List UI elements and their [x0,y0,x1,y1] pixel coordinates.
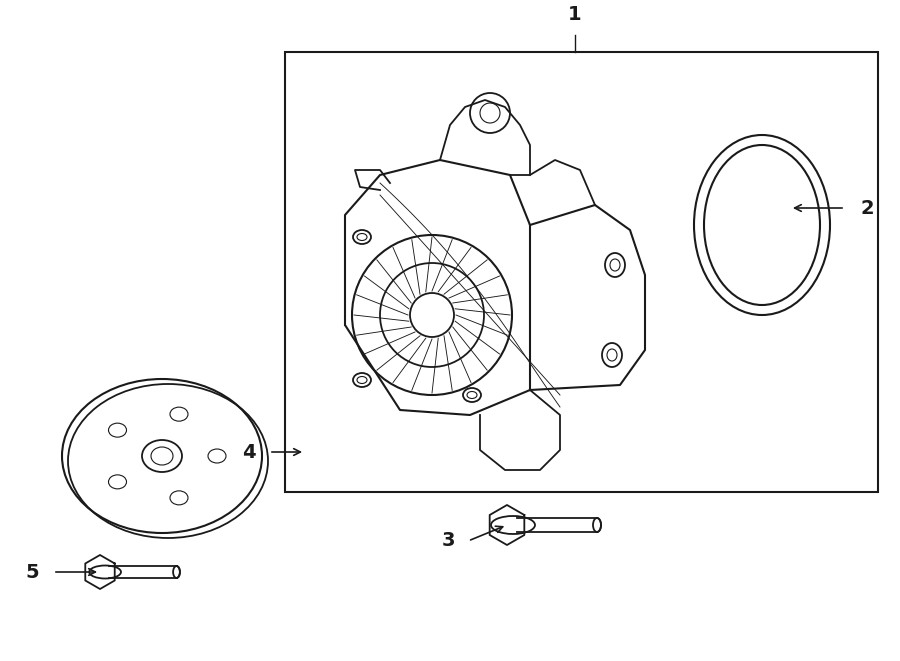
Text: 5: 5 [25,563,39,582]
Bar [285,52,878,492]
Text: 1: 1 [568,5,581,24]
Text: 4: 4 [242,442,256,461]
Text: 2: 2 [861,198,875,217]
Text: 3: 3 [442,531,455,551]
